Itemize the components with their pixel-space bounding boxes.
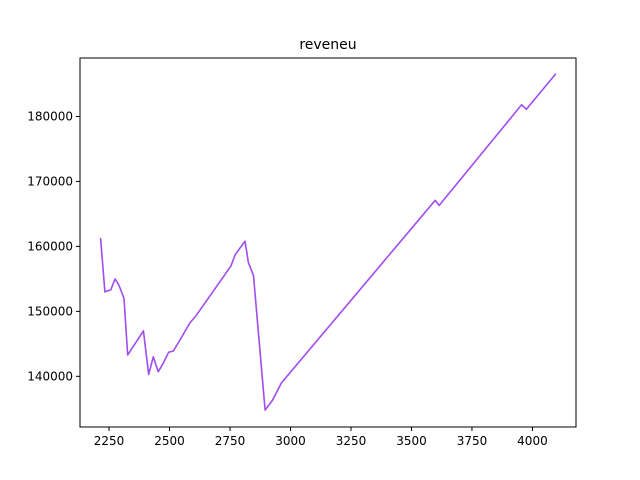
x-tick-label: 3500 <box>396 434 427 448</box>
series-line <box>99 73 557 411</box>
x-tick-label: 2750 <box>215 434 246 448</box>
x-tick-label: 4000 <box>517 434 548 448</box>
x-axis: 2250 2500 2750 3000 3250 3500 3750 4000 <box>94 427 548 448</box>
y-tick-label: 160000 <box>27 239 73 253</box>
y-axis: 140000 150000 160000 170000 180000 <box>27 109 80 383</box>
chart-title: reveneu <box>299 37 356 53</box>
y-tick-label: 170000 <box>27 174 73 188</box>
series-group <box>99 73 557 411</box>
y-tick-label: 140000 <box>27 369 73 383</box>
y-tick-label: 180000 <box>27 109 73 123</box>
x-tick-label: 3750 <box>457 434 488 448</box>
x-tick-label: 3000 <box>275 434 306 448</box>
x-tick-label: 2250 <box>94 434 125 448</box>
y-tick-label: 150000 <box>27 304 73 318</box>
plot-frame <box>79 57 577 428</box>
x-tick-label: 2500 <box>154 434 185 448</box>
x-tick-label: 3250 <box>336 434 367 448</box>
